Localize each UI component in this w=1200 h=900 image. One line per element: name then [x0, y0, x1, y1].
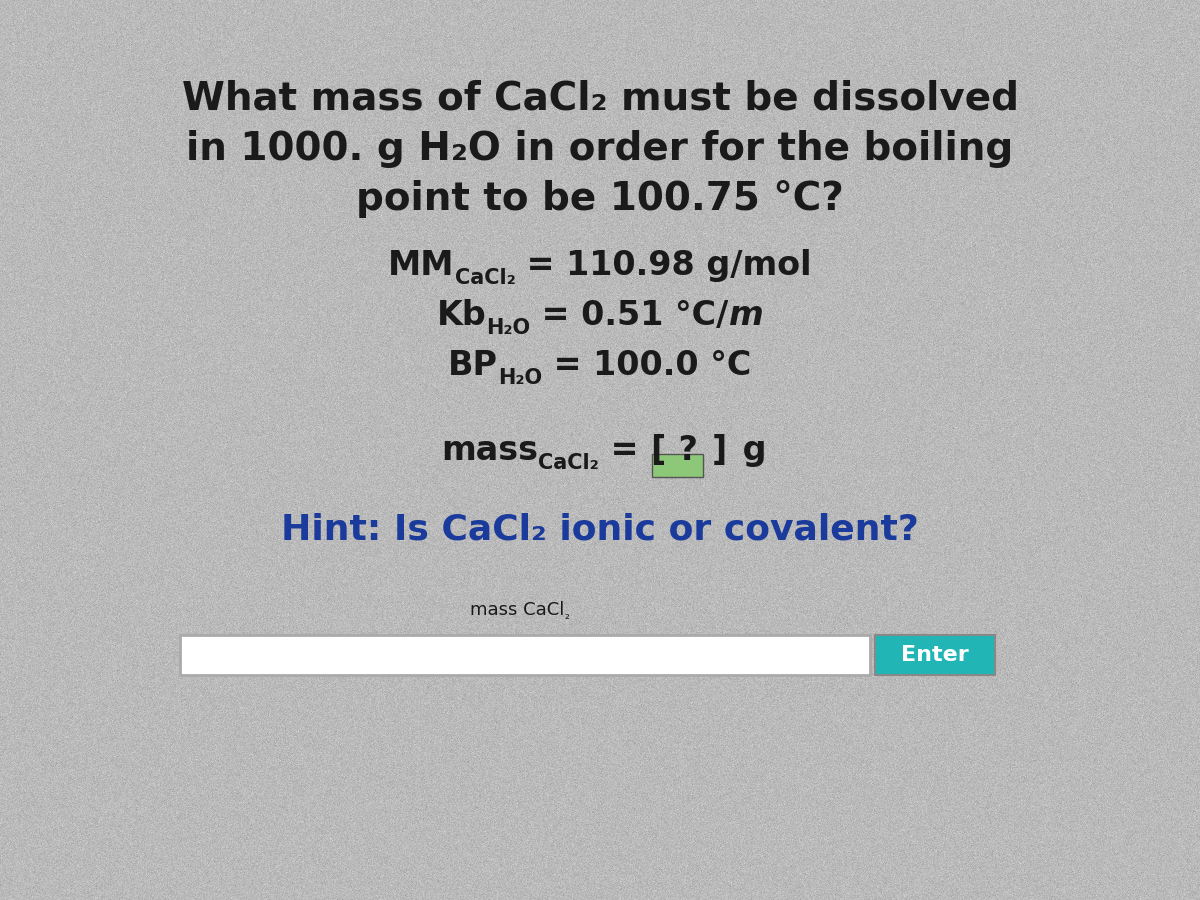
Text: point to be 100.75 °C?: point to be 100.75 °C?: [356, 180, 844, 218]
Text: =: =: [599, 434, 650, 467]
Text: H₂O: H₂O: [486, 318, 530, 338]
Text: m: m: [728, 299, 763, 332]
Text: g: g: [731, 434, 767, 467]
Text: BP: BP: [449, 349, 498, 382]
Text: Hint: Is CaCl₂ ionic or covalent?: Hint: Is CaCl₂ ionic or covalent?: [281, 513, 919, 547]
Bar: [875, 635, 995, 675]
Text: ₂: ₂: [564, 609, 570, 622]
Text: MM: MM: [388, 249, 455, 282]
Text: in 1000. g H₂O in order for the boiling: in 1000. g H₂O in order for the boiling: [186, 130, 1014, 168]
Bar: [180, 635, 870, 675]
Text: mass: mass: [442, 434, 539, 467]
Text: = 100.0 °C: = 100.0 °C: [542, 349, 751, 382]
Text: ?: ?: [667, 434, 710, 467]
Text: Kb: Kb: [437, 299, 486, 332]
Text: What mass of CaCl₂ must be dissolved: What mass of CaCl₂ must be dissolved: [181, 80, 1019, 118]
Text: Enter: Enter: [901, 645, 968, 665]
Text: mass CaCl: mass CaCl: [470, 601, 564, 619]
Text: = 110.98 g/mol: = 110.98 g/mol: [515, 249, 812, 282]
Text: CaCl₂: CaCl₂: [539, 453, 599, 473]
Text: ]: ]: [712, 434, 727, 467]
Text: [: [: [650, 434, 666, 467]
Text: CaCl₂: CaCl₂: [455, 268, 515, 288]
Text: H₂O: H₂O: [498, 368, 542, 388]
FancyBboxPatch shape: [652, 454, 703, 477]
Text: = 0.51 °C/: = 0.51 °C/: [530, 299, 728, 332]
